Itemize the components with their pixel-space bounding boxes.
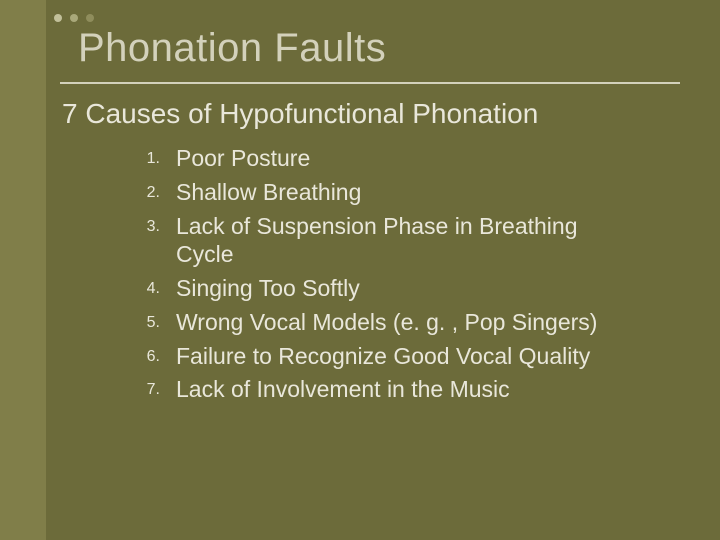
list-item: 1. Poor Posture — [134, 144, 636, 173]
list-item: 5. Wrong Vocal Models (e. g. , Pop Singe… — [134, 308, 636, 337]
list-item: 7. Lack of Involvement in the Music — [134, 375, 636, 404]
list-text: Wrong Vocal Models (e. g. , Pop Singers) — [176, 308, 597, 337]
list-item: 3. Lack of Suspension Phase in Breathing… — [134, 212, 636, 270]
slide-subtitle: 7 Causes of Hypofunctional Phonation — [62, 98, 538, 130]
left-accent-stripe — [0, 0, 46, 540]
slide-title: Phonation Faults — [78, 26, 386, 71]
list-number: 1. — [134, 144, 160, 169]
dot-icon — [54, 14, 62, 22]
decorative-dots — [54, 14, 94, 22]
list-item: 2. Shallow Breathing — [134, 178, 636, 207]
horizontal-rule — [60, 82, 680, 84]
list-item: 6. Failure to Recognize Good Vocal Quali… — [134, 342, 636, 371]
dot-icon — [86, 14, 94, 22]
list-number: 7. — [134, 375, 160, 400]
list-text: Lack of Involvement in the Music — [176, 375, 510, 404]
list-number: 4. — [134, 274, 160, 299]
list-item: 4. Singing Too Softly — [134, 274, 636, 303]
list-text: Failure to Recognize Good Vocal Quality — [176, 342, 590, 371]
list-text: Lack of Suspension Phase in Breathing Cy… — [176, 212, 636, 270]
list-number: 5. — [134, 308, 160, 333]
list-number: 3. — [134, 212, 160, 237]
list-text: Singing Too Softly — [176, 274, 360, 303]
list-number: 2. — [134, 178, 160, 203]
numbered-list: 1. Poor Posture 2. Shallow Breathing 3. … — [134, 144, 636, 409]
list-text: Shallow Breathing — [176, 178, 361, 207]
dot-icon — [70, 14, 78, 22]
list-text: Poor Posture — [176, 144, 310, 173]
list-number: 6. — [134, 342, 160, 367]
